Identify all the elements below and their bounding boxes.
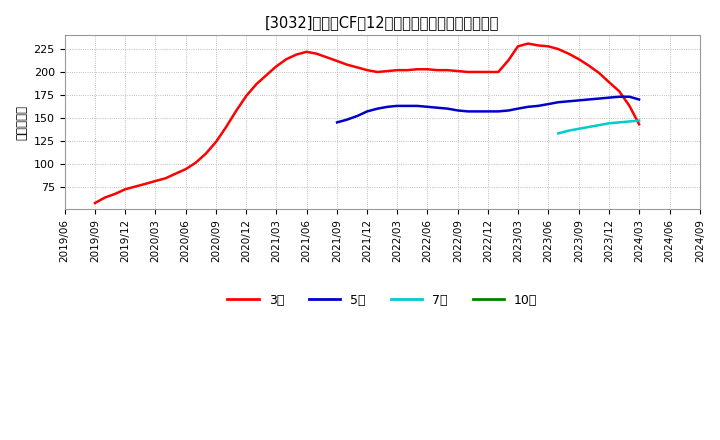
Legend: 3年, 5年, 7年, 10年: 3年, 5年, 7年, 10年 <box>222 289 542 312</box>
Y-axis label: （百万円）: （百万円） <box>15 105 28 140</box>
Title: [3032]　営業CFの12か月移動合計の平均値の推移: [3032] 営業CFの12か月移動合計の平均値の推移 <box>265 15 500 30</box>
